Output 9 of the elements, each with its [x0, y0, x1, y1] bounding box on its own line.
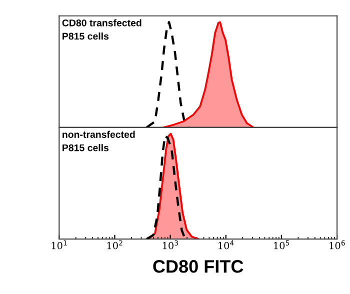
x-tick-label: 10$^{3}$ [162, 240, 178, 250]
annotation: CD80 transfected P815 cells [62, 19, 142, 40]
x-tick-label: 10$^{2}$ [107, 240, 122, 250]
x-tick-label: 10$^{1}$ [52, 240, 67, 250]
x-tick-label: 10$^{6}$ [330, 240, 345, 250]
x-tick-label: 10$^{5}$ [274, 240, 290, 250]
annotation: non-transfected P815 cells [62, 130, 135, 152]
x-tick-label: 10$^{4}$ [218, 240, 234, 250]
x-axis-title: CD80 FITC [153, 260, 244, 273]
